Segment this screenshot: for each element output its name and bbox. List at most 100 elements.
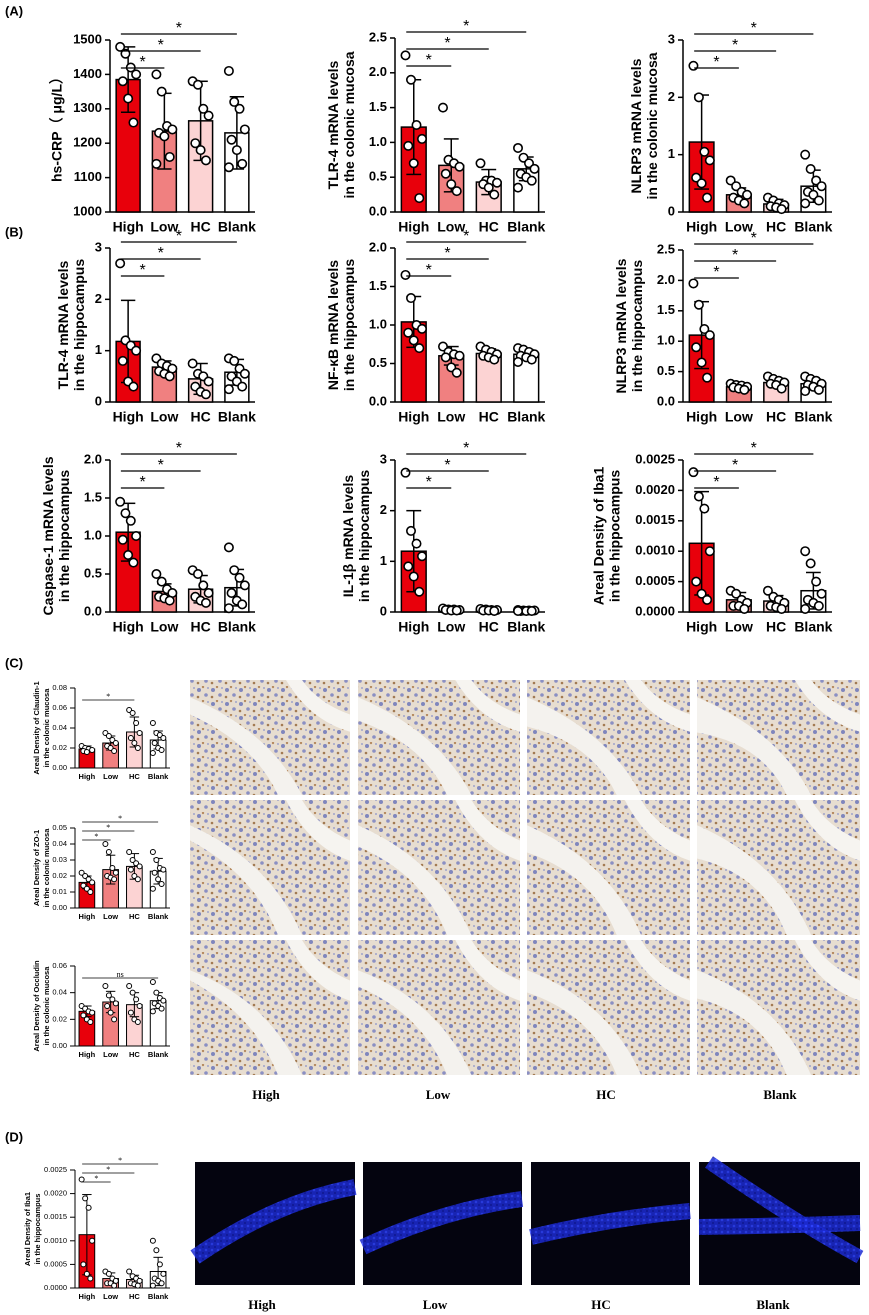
y-tick-label: 1 (380, 553, 387, 568)
data-point (526, 354, 537, 365)
image-caption: Low (426, 1087, 451, 1102)
data-point (688, 467, 699, 478)
data-point (87, 889, 94, 895)
data-point (80, 1012, 87, 1019)
panel-label: (C) (5, 655, 23, 670)
x-tick-label: High (686, 219, 717, 235)
data-point (800, 386, 811, 397)
tissue-gap (358, 970, 472, 1075)
y-tick-label: 1500 (73, 31, 102, 46)
y-tick-label: 0.04 (52, 988, 67, 997)
data-point (223, 65, 234, 76)
data-point (133, 996, 140, 1003)
data-point (128, 117, 139, 128)
y-tick-label: 0.0015 (635, 512, 675, 527)
data-point (451, 367, 462, 378)
data-point (400, 50, 411, 61)
x-tick-label: Low (150, 619, 178, 635)
y-tick-label: 3 (668, 31, 675, 46)
data-point (102, 841, 109, 847)
tissue-gap (358, 697, 472, 795)
x-tick-label: High (79, 1050, 96, 1059)
data-point (739, 198, 750, 209)
data-point (776, 603, 787, 614)
x-tick-label: High (398, 219, 429, 235)
y-tick-label: 1.0 (657, 333, 675, 348)
y-tick-label: 1.5 (657, 302, 675, 317)
y-tick-label: 3 (380, 451, 387, 466)
data-point (693, 299, 704, 310)
panel-label: (A) (5, 3, 23, 18)
y-axis-label: in the colonic mucosa (42, 688, 51, 768)
x-tick-label: Low (725, 409, 753, 425)
tissue-gap (697, 697, 812, 795)
y-tick-label: 2.0 (369, 239, 387, 254)
data-point (149, 720, 156, 726)
x-tick-label: Blank (148, 1050, 169, 1059)
tissue-gap (527, 697, 642, 795)
data-point (128, 557, 139, 568)
data-point (192, 568, 203, 579)
data-point (117, 76, 128, 87)
data-point (151, 69, 162, 80)
data-point (475, 158, 486, 169)
significance-label: * (426, 262, 432, 279)
bar-chart: 0.00 0.01 0.02 0.03 0.04 0.05 Areal Density of… (32, 814, 170, 921)
x-tick-label: High (398, 409, 429, 425)
x-tick-label: Blank (794, 619, 832, 635)
significance-label: * (751, 230, 757, 247)
y-tick-label: 0.00 (52, 1041, 67, 1050)
data-point (127, 866, 134, 873)
data-point (158, 747, 165, 753)
y-tick-label: 0.0 (369, 393, 387, 408)
y-tick-label: 2.0 (369, 64, 387, 79)
data-point (131, 530, 142, 541)
data-point (403, 327, 414, 338)
data-point (226, 587, 237, 598)
data-point (192, 79, 203, 90)
data-point (158, 1280, 165, 1287)
x-tick-label: High (398, 619, 429, 635)
y-tick-label: 0.0010 (635, 543, 675, 558)
data-point (151, 158, 162, 169)
x-tick-label: HC (129, 772, 140, 781)
y-axis-label: in the hippocampus (607, 470, 623, 602)
significance-label: * (106, 1165, 110, 1174)
data-point (123, 549, 134, 560)
data-point (149, 750, 156, 756)
y-tick-label: 2.5 (657, 241, 675, 256)
data-point (160, 997, 167, 1004)
significance-label: * (463, 440, 469, 457)
data-point (805, 164, 816, 175)
y-axis-label: NLRP3 mRNA levels (613, 258, 629, 393)
data-point (198, 580, 209, 591)
data-point (691, 342, 702, 353)
significance-label: * (176, 440, 182, 457)
bar-chart: 0.0 0.5 1.0 1.5 2.0 NF-κB mRNA levels in the h… (325, 228, 545, 424)
data-point (134, 876, 141, 883)
x-tick-label: Low (437, 219, 465, 235)
data-point (136, 863, 143, 870)
data-point (451, 186, 462, 197)
data-point (126, 849, 133, 855)
significance-label: * (463, 228, 469, 245)
y-tick-label: 0.5 (369, 169, 387, 184)
data-point (403, 561, 414, 572)
data-point (800, 149, 811, 160)
data-point (115, 258, 126, 269)
y-tick-label: 3 (95, 239, 102, 254)
image-caption: High (252, 1087, 280, 1102)
x-tick-label: Blank (794, 219, 832, 235)
data-point (102, 983, 109, 989)
y-tick-label: 0.00 (52, 763, 67, 772)
x-tick-label: HC (129, 1050, 140, 1059)
data-point (411, 120, 422, 131)
x-tick-label: Low (103, 1050, 118, 1059)
data-point (416, 323, 427, 334)
data-point (200, 155, 211, 166)
tissue-gap (286, 940, 350, 1001)
data-point (400, 269, 411, 280)
x-tick-label: HC (479, 619, 499, 635)
data-point (200, 597, 211, 608)
y-tick-label: 0.04 (52, 723, 67, 732)
